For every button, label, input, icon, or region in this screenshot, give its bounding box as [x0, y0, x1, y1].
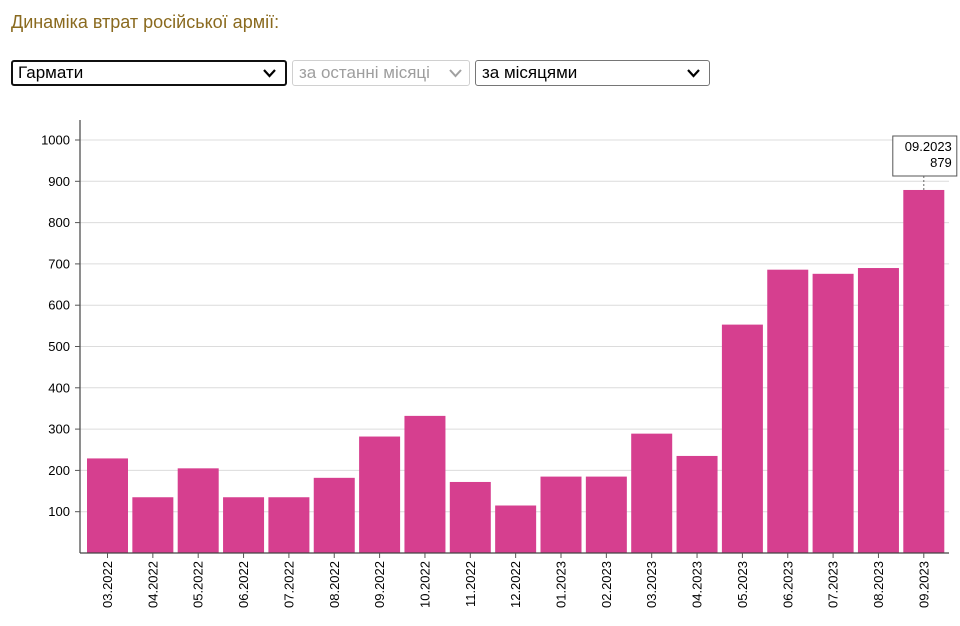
- x-tick-label: 05.2023: [735, 561, 750, 608]
- y-tick-label: 700: [48, 256, 70, 271]
- x-tick-label: 08.2022: [327, 561, 342, 608]
- y-tick-label: 400: [48, 380, 70, 395]
- x-tick-label: 06.2023: [780, 561, 795, 608]
- y-axis-ticks: 100 200 300 400 500 600 700 800 900 1000: [41, 133, 80, 519]
- bar: [676, 455, 718, 553]
- bar: [449, 481, 491, 553]
- x-tick-label: 03.2022: [100, 561, 115, 608]
- bar: [87, 458, 128, 553]
- bar: [631, 433, 673, 553]
- category-select-value: Гармати: [18, 63, 84, 82]
- bar: [585, 476, 627, 553]
- bar: [495, 505, 537, 553]
- x-axis-ticks: 03.2022 04.2022 05.2022 06.2022 07.2022 08.20…: [100, 553, 931, 608]
- bar: [313, 477, 355, 553]
- x-tick-label: 11.2022: [463, 561, 478, 607]
- y-tick-label: 600: [48, 298, 70, 313]
- bar: [404, 415, 446, 553]
- bar: [767, 269, 809, 553]
- x-tick-label: 04.2023: [690, 561, 705, 608]
- category-select[interactable]: Гармати: [11, 60, 287, 86]
- bar: [903, 189, 945, 553]
- y-tick-label: 300: [48, 422, 70, 437]
- bar: [359, 436, 401, 553]
- y-tick-label: 800: [48, 215, 70, 230]
- bars: [87, 189, 945, 553]
- x-tick-label: 01.2023: [554, 561, 569, 608]
- y-tick-label: 1000: [41, 133, 70, 148]
- x-tick-label: 06.2022: [236, 561, 251, 608]
- x-tick-label: 09.2023: [916, 561, 931, 608]
- x-tick-label: 09.2022: [372, 561, 387, 608]
- bar: [540, 476, 582, 553]
- axes: [79, 120, 949, 554]
- x-tick-label: 02.2023: [599, 561, 614, 608]
- bar: [177, 468, 219, 553]
- chevron-down-icon: [687, 69, 700, 78]
- bar: [268, 497, 310, 553]
- x-tick-label: 08.2023: [871, 561, 886, 608]
- x-tick-label: 12.2022: [508, 561, 523, 608]
- x-tick-label: 10.2022: [417, 561, 432, 608]
- y-tick-label: 500: [48, 339, 70, 354]
- period-select: за останні місяці: [292, 60, 470, 86]
- chevron-down-icon: [449, 69, 462, 78]
- x-tick-label: 04.2022: [145, 561, 160, 608]
- y-tick-label: 900: [48, 174, 70, 189]
- bar: [812, 273, 854, 553]
- x-tick-label: 03.2023: [644, 561, 659, 608]
- chevron-down-icon: [263, 69, 276, 78]
- y-tick-label: 200: [48, 463, 70, 478]
- tooltip-value: 879: [930, 155, 952, 170]
- bar: [857, 268, 899, 553]
- x-tick-label: 05.2022: [191, 561, 206, 608]
- bar: [721, 324, 763, 553]
- period-select-value: за останні місяці: [299, 63, 430, 82]
- grouping-select-value: за місяцями: [482, 63, 578, 82]
- bar: [132, 497, 174, 553]
- grouping-select[interactable]: за місяцями: [475, 60, 710, 86]
- tooltip-label: 09.2023: [905, 139, 952, 154]
- page-title: Динаміка втрат російської армії:: [11, 12, 280, 32]
- tooltip-box: [892, 135, 958, 177]
- filter-controls: Гармати за останні місяці за місяцями: [11, 60, 710, 86]
- bar: [223, 497, 265, 553]
- x-tick-label: 07.2022: [281, 561, 296, 608]
- x-tick-label: 07.2023: [826, 561, 841, 608]
- y-tick-label: 100: [48, 504, 70, 519]
